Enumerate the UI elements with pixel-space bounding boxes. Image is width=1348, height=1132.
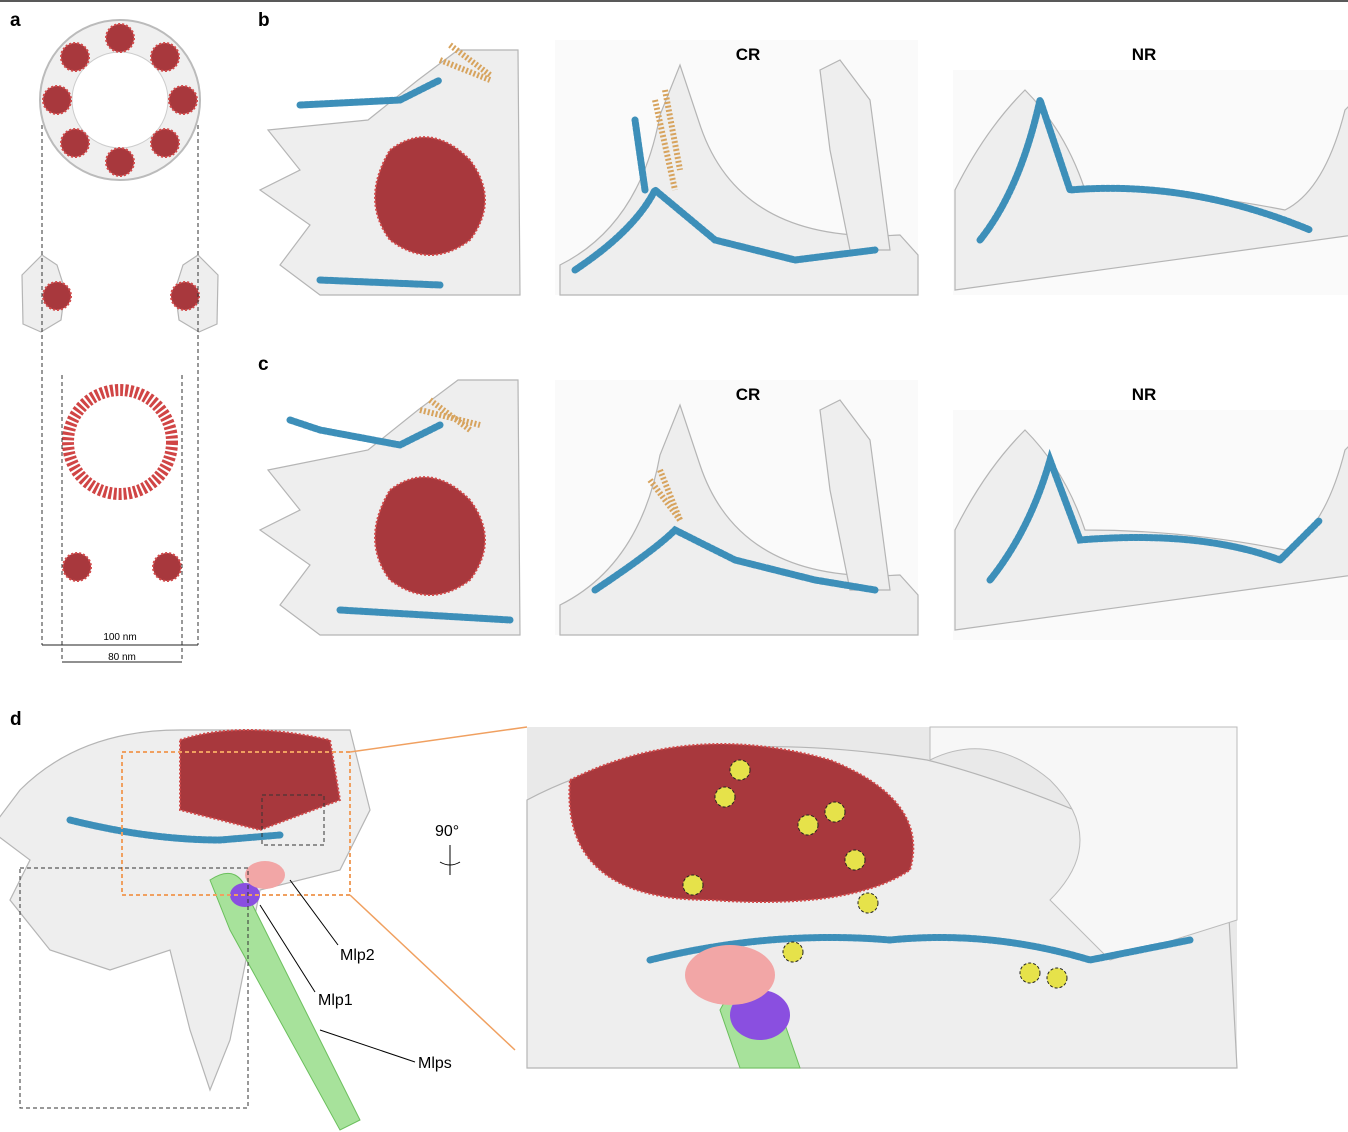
panel-d-shape-shape (858, 893, 878, 913)
panel-a-shape-shape (151, 129, 179, 157)
panel-d-shape (350, 727, 527, 752)
label: 100 nm (103, 632, 136, 643)
panel-d-shape (290, 880, 338, 945)
label: CR (736, 385, 761, 404)
panel-a-shape-shape (169, 86, 197, 114)
panel-d-shape (440, 845, 460, 875)
panel-a-shape-shape (43, 86, 71, 114)
panel-a-shape (68, 390, 172, 494)
panel-d-shape (245, 861, 285, 889)
panel-a-shape-shape (61, 129, 89, 157)
label: NR (1132, 385, 1157, 404)
panel-d-shape-shape (845, 850, 865, 870)
panel-a-shape-shape (151, 43, 179, 71)
panel-d-shape-shape (1020, 963, 1040, 983)
panel-d: d Mlp2 Mlp1 Mlps 90° (0, 709, 1237, 1130)
panel-d-shape-shape (783, 942, 803, 962)
panel-a-shape (153, 553, 181, 581)
panel-d-shape-shape (798, 815, 818, 835)
label: 80 nm (108, 652, 136, 663)
panel-a: a 100 nm 80 nm (10, 10, 218, 663)
label: c (258, 354, 269, 375)
label: CR (736, 45, 761, 64)
panel-a-shape-shape (106, 24, 134, 52)
label: 90° (435, 823, 459, 840)
panel-d-shape-shape (683, 875, 703, 895)
label: b (258, 10, 270, 31)
panel-a-shape (171, 282, 199, 310)
label: Mlps (418, 1055, 452, 1072)
panel-b: b CR NR (258, 10, 1348, 295)
panel-d-shape (350, 895, 515, 1050)
label: NR (1132, 45, 1157, 64)
panel-a-shape-shape (106, 148, 134, 176)
figure: a 100 nm 80 nm b CR (0, 0, 1348, 1132)
label: d (10, 709, 22, 730)
panel-d-shape (320, 1030, 415, 1062)
panel-d-shape-shape (730, 760, 750, 780)
panel-d-shape (685, 945, 775, 1005)
panel-a-shape (43, 282, 71, 310)
panel-a-shape (63, 553, 91, 581)
panel-d-shape-shape (715, 787, 735, 807)
panel-a-shape-shape (61, 43, 89, 71)
label: Mlp2 (340, 947, 375, 964)
panel-d-shape-shape (1047, 968, 1067, 988)
label: Mlp1 (318, 992, 353, 1009)
panel-c: c CR NR (258, 354, 1348, 640)
label: a (10, 10, 21, 31)
panel-d-shape-shape (825, 802, 845, 822)
